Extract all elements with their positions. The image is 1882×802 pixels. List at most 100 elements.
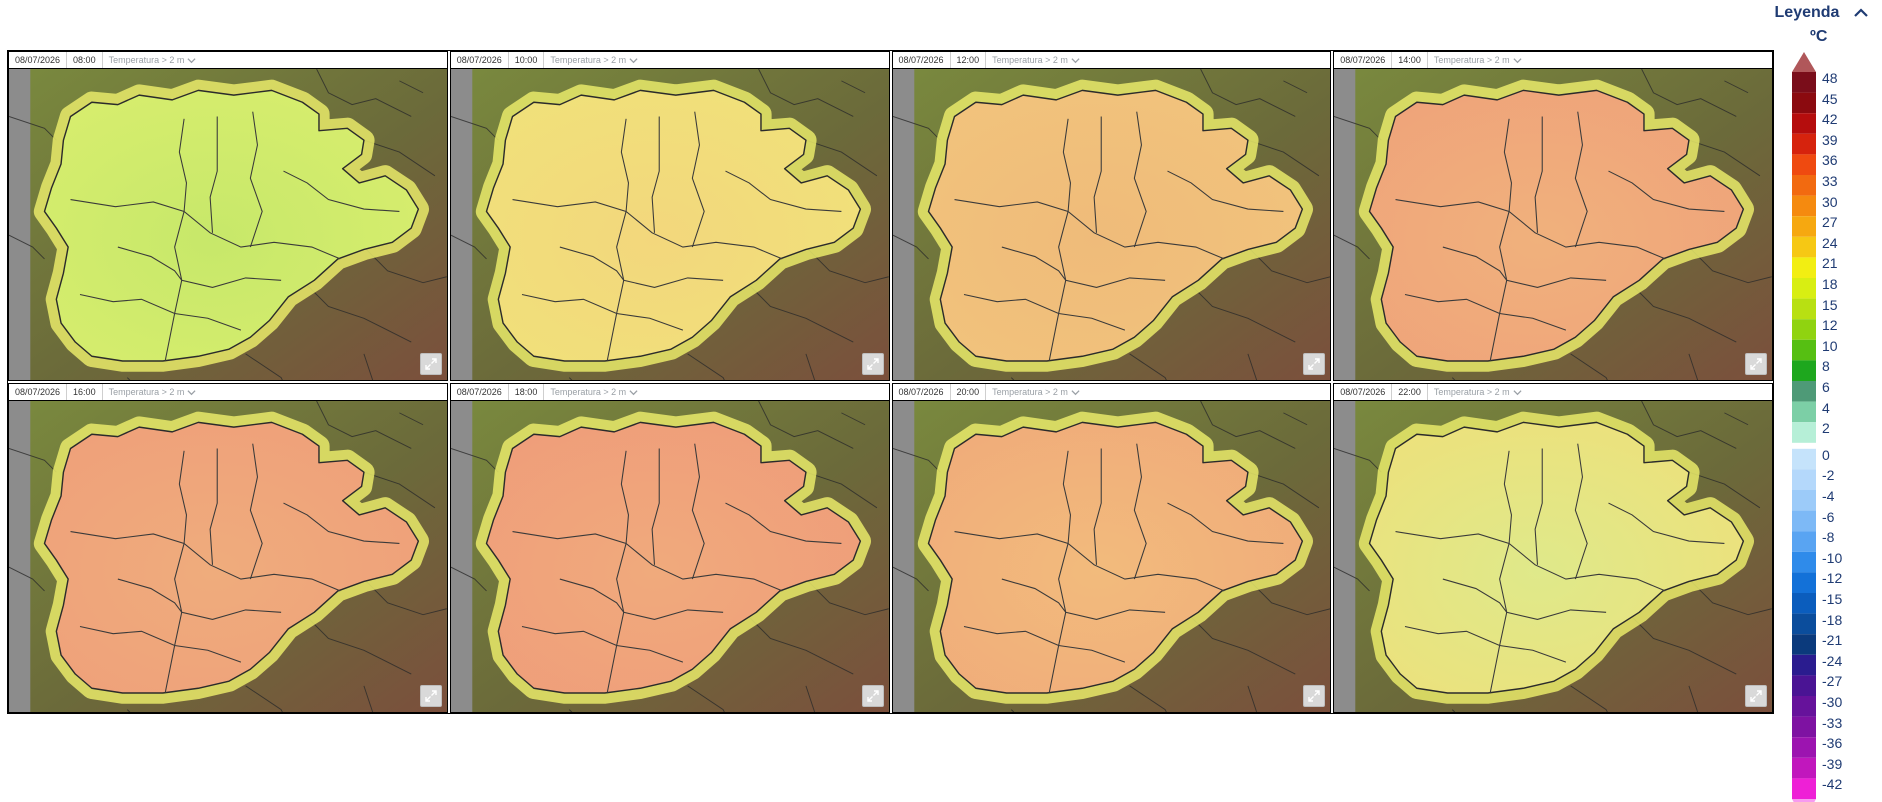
- expand-button[interactable]: [419, 685, 442, 707]
- expand-button[interactable]: [1303, 685, 1326, 707]
- panel-header: 08/07/2026 08:00 Temperatura > 2 m: [9, 52, 447, 69]
- chevron-down-icon[interactable]: [1513, 56, 1522, 65]
- panel-date: 08/07/2026: [1334, 384, 1393, 400]
- province-border: [606, 118, 629, 362]
- country-border: [1688, 685, 1699, 712]
- legend-label: 39: [1822, 131, 1838, 148]
- legend-label: -6: [1822, 508, 1835, 525]
- legend-label: 45: [1822, 90, 1838, 107]
- variable-selector[interactable]: Temperatura > 2 m: [1428, 52, 1528, 68]
- map-panel[interactable]: 08/07/2026 14:00 Temperatura > 2 m: [1333, 51, 1773, 381]
- legend-arrow-down: [1792, 799, 1816, 802]
- temperature-map[interactable]: [1334, 69, 1772, 380]
- variable-selector[interactable]: Temperatura > 2 m: [986, 384, 1086, 400]
- expand-button[interactable]: [419, 353, 442, 375]
- legend-label: 4: [1822, 399, 1830, 416]
- chevron-up-icon[interactable]: [1853, 5, 1869, 21]
- legend-swatch: [1792, 72, 1816, 93]
- region-shape: [43, 421, 420, 694]
- map-panel[interactable]: 08/07/2026 12:00 Temperatura > 2 m: [891, 51, 1332, 381]
- map-panel[interactable]: 08/07/2026 08:00 Temperatura > 2 m: [8, 51, 448, 381]
- country-border: [450, 448, 499, 473]
- country-border: [1282, 412, 1307, 426]
- country-border: [363, 353, 374, 380]
- country-border: [746, 282, 854, 343]
- map-panel[interactable]: 08/07/2026 18:00 Temperatura > 2 m: [449, 383, 890, 713]
- expand-button[interactable]: [861, 353, 884, 375]
- province-border: [283, 502, 400, 544]
- legend-swatch: [1792, 572, 1816, 593]
- legend-header[interactable]: Leyenda: [1770, 4, 1874, 22]
- region-shape: [485, 421, 861, 694]
- legend-swatch: [1792, 510, 1816, 532]
- map-panel[interactable]: 08/07/2026 16:00 Temperatura > 2 m: [8, 383, 448, 713]
- province-border: [70, 531, 341, 592]
- country-border: [1247, 246, 1331, 284]
- country-border: [363, 471, 436, 509]
- country-border: [687, 685, 725, 712]
- variable-selector[interactable]: Temperatura > 2 m: [103, 52, 203, 68]
- expand-button[interactable]: [861, 685, 884, 707]
- legend-swatch: [1792, 675, 1816, 696]
- legend-label: -33: [1822, 714, 1843, 731]
- country-border: [1689, 471, 1761, 509]
- chevron-down-icon[interactable]: [629, 56, 638, 65]
- chevron-down-icon[interactable]: [1071, 388, 1080, 397]
- country-border: [1128, 353, 1167, 380]
- legend-label: -18: [1822, 611, 1843, 628]
- expand-button[interactable]: [1745, 685, 1767, 707]
- region-shape: [485, 89, 861, 362]
- country-border: [1629, 282, 1737, 343]
- variable-selector[interactable]: Temperatura > 2 m: [544, 52, 644, 68]
- country-border: [1247, 139, 1319, 177]
- temperature-map[interactable]: [892, 69, 1331, 380]
- country-border: [9, 566, 45, 592]
- map-panel[interactable]: 08/07/2026 20:00 Temperatura > 2 m: [891, 383, 1332, 713]
- temperature-map[interactable]: [450, 69, 889, 380]
- legend-swatch: [1792, 381, 1816, 402]
- province-border: [606, 450, 629, 694]
- temperature-map[interactable]: [1334, 401, 1772, 712]
- chevron-down-icon[interactable]: [1071, 56, 1080, 65]
- variable-selector[interactable]: Temperatura > 2 m: [1428, 384, 1528, 400]
- country-border: [9, 448, 57, 473]
- panel-date: 08/07/2026: [893, 52, 951, 68]
- expand-button[interactable]: [1303, 353, 1326, 375]
- province-border: [1575, 443, 1588, 580]
- temperature-map[interactable]: [9, 69, 447, 380]
- legend-label: -12: [1822, 570, 1843, 587]
- variable-selector[interactable]: Temperatura > 2 m: [103, 384, 203, 400]
- temperature-map[interactable]: [9, 401, 447, 712]
- legend-swatch: [1792, 319, 1816, 340]
- variable-selector[interactable]: Temperatura > 2 m: [544, 384, 644, 400]
- chevron-down-icon[interactable]: [1513, 388, 1522, 397]
- province-border: [953, 531, 1224, 592]
- temperature-map[interactable]: [450, 401, 889, 712]
- legend-color-scale: [1792, 52, 1816, 802]
- country-border: [1724, 80, 1749, 94]
- chevron-down-icon[interactable]: [187, 56, 196, 65]
- panel-time: 20:00: [951, 384, 987, 400]
- variable-selector[interactable]: Temperatura > 2 m: [986, 52, 1086, 68]
- legend-swatch: [1792, 360, 1816, 381]
- country-border: [245, 685, 283, 712]
- expand-button[interactable]: [1745, 353, 1767, 375]
- map-panel[interactable]: 08/07/2026 22:00 Temperatura > 2 m: [1333, 383, 1773, 713]
- panel-date: 08/07/2026: [451, 384, 509, 400]
- legend-label: 30: [1822, 193, 1838, 210]
- legend-label: 18: [1822, 276, 1838, 292]
- panel-header: 08/07/2026 16:00 Temperatura > 2 m: [9, 384, 447, 401]
- country-border: [1724, 412, 1749, 426]
- country-border: [1246, 685, 1257, 712]
- chevron-down-icon[interactable]: [629, 388, 638, 397]
- map-panel[interactable]: 08/07/2026 10:00 Temperatura > 2 m: [449, 51, 890, 381]
- panel-header: 08/07/2026 20:00 Temperatura > 2 m: [892, 384, 1331, 401]
- legend-label: -30: [1822, 694, 1843, 710]
- legend-swatch: [1792, 634, 1816, 655]
- legend-swatch: [1792, 133, 1816, 155]
- chevron-down-icon[interactable]: [187, 388, 196, 397]
- temperature-map[interactable]: [892, 401, 1331, 712]
- province-border: [209, 448, 218, 565]
- province-border: [209, 116, 218, 233]
- panel-header: 08/07/2026 14:00 Temperatura > 2 m: [1334, 52, 1772, 69]
